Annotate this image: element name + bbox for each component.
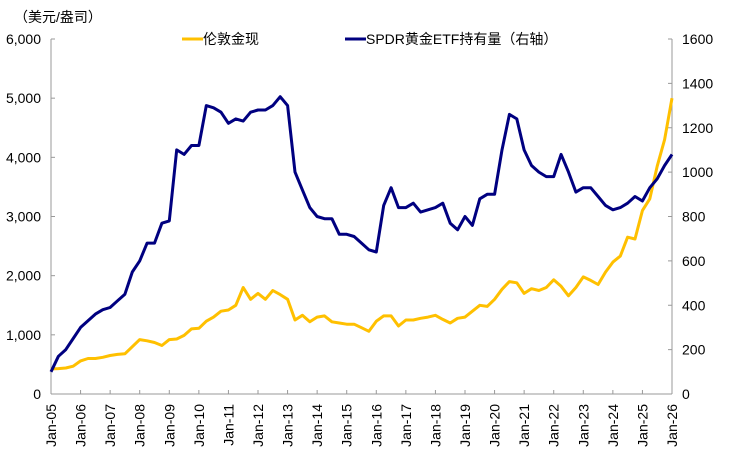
x-tick-label: Jan-21 (516, 404, 532, 447)
right-tick-label: 600 (682, 253, 706, 269)
x-tick-label: Jan-24 (605, 404, 621, 447)
right-tick-label: 400 (682, 297, 706, 313)
gold-price-line (50, 97, 674, 371)
x-tick-label: Jan-18 (427, 404, 443, 447)
x-tick-label: Jan-16 (368, 404, 384, 447)
x-tick-label: Jan-22 (546, 404, 562, 447)
left-tick-label: 6,000 (6, 31, 41, 47)
spdr-holdings-line (49, 95, 674, 373)
x-tick-label: Jan-10 (191, 404, 207, 447)
left-tick-label: 1,000 (6, 327, 41, 343)
right-tick-label: 200 (682, 342, 706, 358)
x-tick-label: Jan-15 (339, 404, 355, 447)
left-tick-label: 2,000 (6, 268, 41, 284)
left-tick-label: 5,000 (6, 90, 41, 106)
legend: 伦敦金现 SPDR黄金ETF持有量（右轴） (182, 31, 557, 47)
right-tick-label: 1200 (682, 120, 713, 136)
x-tick-label: Jan-09 (161, 404, 177, 447)
left-axis-unit-label: （美元/盎司） (14, 9, 102, 25)
x-tick-label: Jan-11 (220, 404, 236, 446)
x-tick-label: Jan-08 (132, 404, 148, 447)
x-tick-label: Jan-12 (250, 404, 266, 447)
x-tick-label: Jan-14 (309, 404, 325, 447)
x-tick-label: Jan-13 (280, 404, 296, 447)
right-tick-label: 1400 (682, 75, 713, 91)
x-tick-label: Jan-20 (487, 404, 503, 447)
legend-label-spdr: SPDR黄金ETF持有量（右轴） (366, 31, 557, 47)
left-tick-label: 4,000 (6, 149, 41, 165)
left-tick-label: 3,000 (6, 209, 41, 225)
x-tick-label: Jan-26 (664, 404, 680, 447)
x-tick-label: Jan-05 (43, 404, 59, 447)
right-tick-label: 0 (682, 386, 690, 402)
right-tick-label: 800 (682, 209, 706, 225)
right-tick-label: 1000 (682, 164, 713, 180)
x-tick-label: Jan-06 (73, 404, 89, 447)
legend-label-gold: 伦敦金现 (203, 31, 259, 47)
x-tick-label: Jan-07 (102, 404, 118, 447)
x-tick-label: Jan-25 (634, 404, 650, 447)
right-tick-label: 1600 (682, 31, 713, 47)
x-tick-label: Jan-19 (457, 404, 473, 447)
x-tick-label: Jan-17 (398, 404, 414, 447)
left-tick-label: 0 (33, 386, 41, 402)
x-tick-label: Jan-23 (575, 404, 591, 447)
